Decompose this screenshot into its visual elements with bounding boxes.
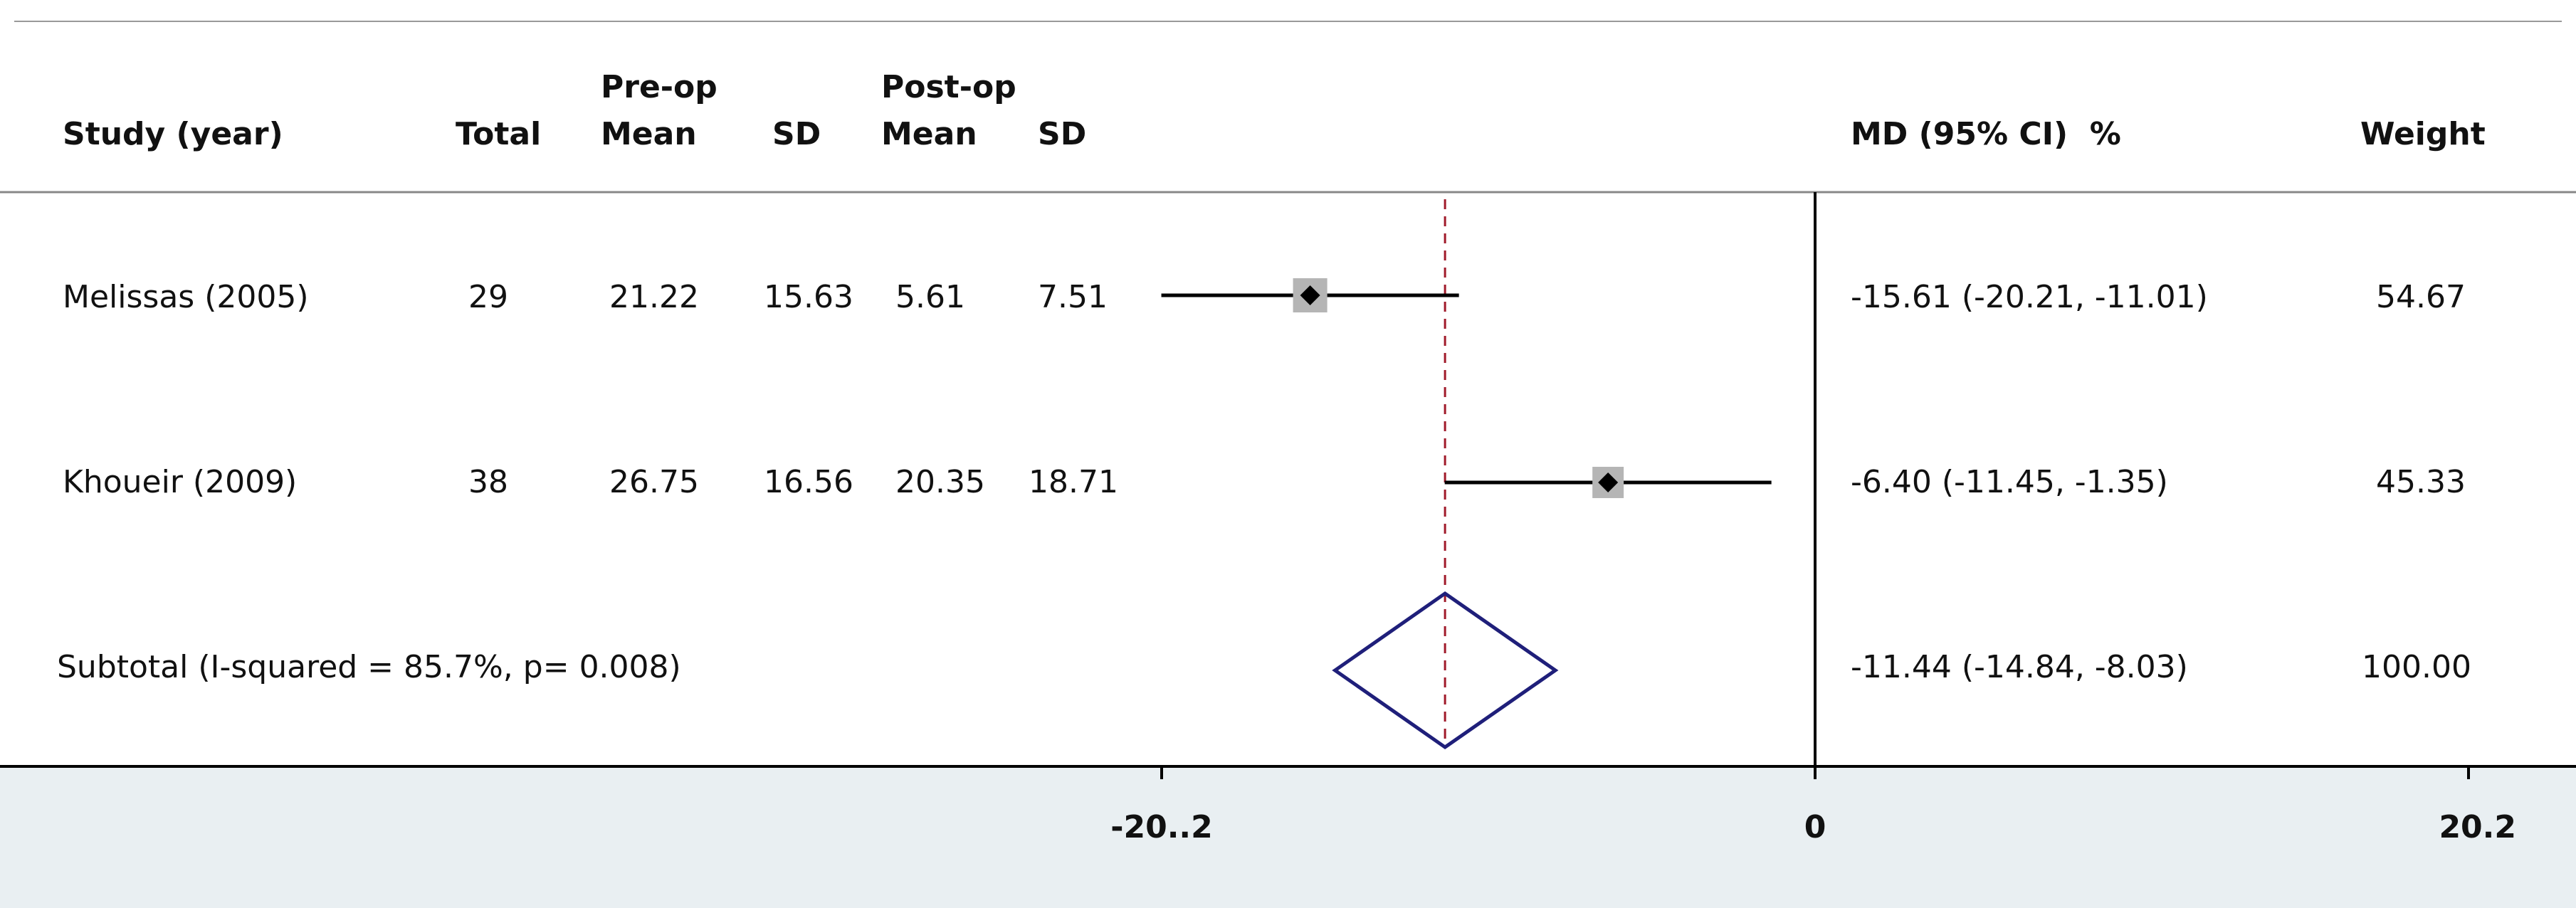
- header-study: Study (year): [63, 116, 283, 152]
- header-total: Total: [456, 116, 541, 152]
- row1-postop-mean: 5.61: [895, 279, 965, 315]
- header-postop-mean: Mean: [881, 116, 977, 152]
- row1-total: 29: [468, 279, 508, 315]
- row2-md-ci: -6.40 (-11.45, -1.35): [1851, 464, 2168, 500]
- row2-study: Khoueir (2009): [63, 464, 297, 500]
- row2-postop-mean: 20.35: [895, 464, 985, 500]
- header-weight: Weight: [2360, 116, 2486, 152]
- axis-tick-label-zero: 0: [1804, 809, 1826, 845]
- header-preop-group: Pre-op: [601, 69, 717, 105]
- row1-preop-mean: 21.22: [609, 279, 699, 315]
- study-point-melissas: [1300, 285, 1320, 305]
- row1-study: Melissas (2005): [63, 279, 309, 315]
- header-postop-sd: SD: [1038, 116, 1086, 152]
- subtotal-label: Subtotal (I-squared = 85.7%, p= 0.008): [57, 649, 681, 685]
- row1-preop-sd: 15.63: [764, 279, 853, 315]
- row1-md-ci: -15.61 (-20.21, -11.01): [1851, 279, 2208, 315]
- pooled-diamond: [1332, 591, 1559, 750]
- row2-weight: 45.33: [2376, 464, 2466, 500]
- header-preop-sd: SD: [772, 116, 821, 152]
- header-postop-group: Post-op: [881, 69, 1016, 105]
- row2-total: 38: [468, 464, 508, 500]
- header-preop-mean: Mean: [601, 116, 697, 152]
- row2-postop-sd: 18.71: [1029, 464, 1118, 500]
- row1-postop-sd: 7.51: [1038, 279, 1108, 315]
- study-point-khoueir: [1598, 473, 1619, 492]
- row2-preop-sd: 16.56: [764, 464, 853, 500]
- row1-weight: 54.67: [2376, 279, 2466, 315]
- axis-tick-label-min: -20..2: [1110, 809, 1213, 845]
- subtotal-weight: 100.00: [2362, 649, 2471, 685]
- subtotal-md-ci: -11.44 (-14.84, -8.03): [1851, 649, 2188, 685]
- axis-band: [0, 767, 2576, 908]
- axis-tick-label-max: 20.2: [2439, 809, 2516, 845]
- row2-preop-mean: 26.75: [609, 464, 699, 500]
- header-md-ci: MD (95% CI) %: [1851, 116, 2121, 152]
